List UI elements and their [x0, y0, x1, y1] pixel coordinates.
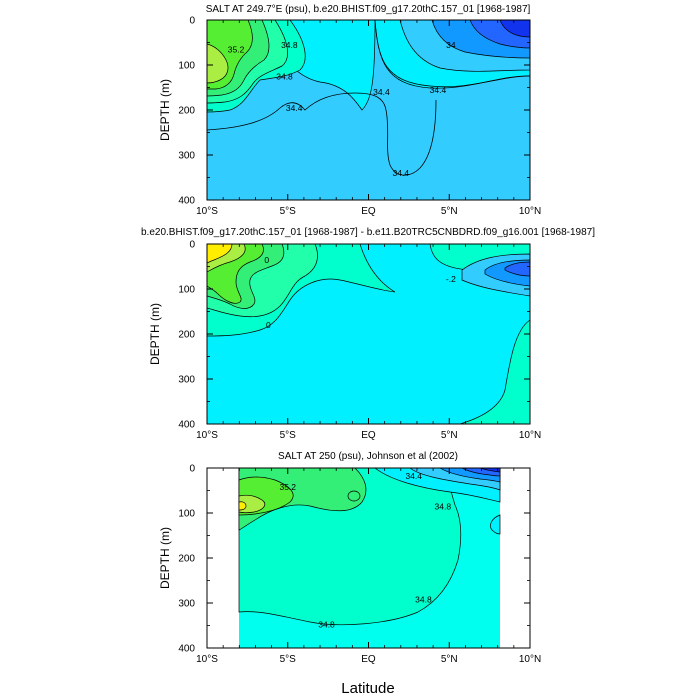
y-tick-label: 400: [178, 420, 195, 431]
panel-2-region-yellow: [207, 244, 233, 264]
panel-2-region-blue2: [504, 261, 530, 277]
y-tick-label: 400: [178, 644, 195, 655]
panel-3-region-yellow: [238, 501, 247, 511]
y-tick-label: 300: [178, 151, 195, 162]
panel-2-ticks: 10°S 5°S EQ 5°N 10°N 0 100 200 300 400: [178, 240, 541, 442]
y-tick-label: 100: [178, 61, 195, 72]
panel-1-contour-344-left: [207, 92, 437, 176]
y-tick-label: 0: [189, 240, 195, 251]
contour-label: 34.4: [405, 471, 422, 481]
y-tick-label: 200: [178, 330, 195, 341]
panel-1-title: SALT AT 249.7°E (psu), b.e20.BHIST.f09_g…: [206, 4, 531, 15]
x-tick-label: EQ: [361, 206, 376, 217]
contour-label: 34.8: [435, 501, 452, 511]
panel-3: SALT AT 250 (psu), Johnson et al (2002) …: [158, 451, 541, 697]
panel-2-contours: [207, 244, 530, 424]
panel-2-contour-labels: 0 0 -.2: [264, 255, 456, 330]
contour-label: 35.2: [228, 44, 245, 54]
contour-label: 34.8: [318, 620, 335, 630]
panel-2-ylabel: DEPTH (m): [148, 303, 162, 365]
panel-1-ticks: 10°S 5°S EQ 5°N 10°N 0 100 200 300 400: [178, 16, 541, 218]
contour-label: 34.8: [415, 594, 432, 604]
panel-2-title: b.e20.BHIST.f09_g17.20thC.157_01 [1968-1…: [141, 227, 595, 238]
contour-label: 0: [266, 320, 271, 330]
contour-label: 34.8: [276, 71, 293, 81]
panel-3-region-rightblob: [490, 514, 501, 535]
x-tick-label: EQ: [361, 430, 376, 441]
x-tick-label: 10°S: [196, 206, 218, 217]
x-tick-label: 10°N: [519, 654, 541, 665]
panel-3-title: SALT AT 250 (psu), Johnson et al (2002): [278, 451, 458, 462]
x-tick-label: 5°N: [441, 654, 458, 665]
panel-1-contours: [207, 20, 530, 200]
x-tick-label: 10°N: [519, 430, 541, 441]
panel-2: b.e20.BHIST.f09_g17.20thC.157_01 [1968-1…: [141, 227, 595, 441]
panel-2-region-teal-br: [459, 319, 530, 424]
y-tick-label: 400: [178, 196, 195, 207]
x-tick-label: 5°N: [441, 206, 458, 217]
panel-1-region-yellowgreen: [207, 43, 229, 84]
y-tick-label: 100: [178, 509, 195, 520]
panel-1-contour-labels: 35.2 34.8 34.8 34.4 34.4 34.4 34.4 34: [228, 40, 456, 178]
contour-label: 34: [446, 40, 456, 50]
x-tick-label: 5°S: [280, 654, 297, 665]
x-tick-label: 5°N: [441, 430, 458, 441]
panel-3-ticks: 10°S 5°S EQ 5°N 10°N 0 100 200 300 400: [178, 464, 541, 666]
x-tick-label: EQ: [361, 654, 376, 665]
x-tick-label: 10°S: [196, 430, 218, 441]
panel-1-region-blue3: [499, 20, 530, 38]
panel-3-xlabel: Latitude: [341, 680, 394, 697]
panel-1: SALT AT 249.7°E (psu), b.e20.BHIST.f09_g…: [158, 4, 541, 218]
contour-label: 35.2: [279, 482, 296, 492]
y-tick-label: 0: [189, 16, 195, 27]
contour-label: 34.4: [393, 168, 410, 178]
contour-label: 34.8: [281, 40, 298, 50]
panel-3-ylabel: DEPTH (m): [158, 527, 172, 589]
y-tick-label: 300: [178, 375, 195, 386]
panel-3-region-aquagreen: [238, 468, 462, 626]
panel-3-region-blue3: [479, 468, 501, 473]
contour-label: 0: [264, 255, 269, 265]
y-tick-label: 100: [178, 285, 195, 296]
x-tick-label: 10°N: [519, 206, 541, 217]
y-tick-label: 200: [178, 106, 195, 117]
x-tick-label: 5°S: [280, 430, 297, 441]
contour-label: 34.4: [373, 87, 390, 97]
panel-1-ylabel: DEPTH (m): [158, 79, 172, 141]
panel-3-contours: [207, 468, 530, 648]
y-tick-label: 300: [178, 599, 195, 610]
panel-1-contour-344-right: [374, 20, 530, 88]
contour-label: 34.4: [430, 85, 447, 95]
contour-label: -.2: [446, 274, 456, 284]
y-tick-label: 0: [189, 464, 195, 475]
y-tick-label: 200: [178, 554, 195, 565]
contour-label: 34.4: [286, 103, 303, 113]
panel-3-region-green-blob: [347, 490, 361, 502]
x-tick-label: 5°S: [280, 206, 297, 217]
x-tick-label: 10°S: [196, 654, 218, 665]
panel-3-contour-labels: 35.2 34.4 34.8 34.8 34.8: [279, 471, 451, 629]
